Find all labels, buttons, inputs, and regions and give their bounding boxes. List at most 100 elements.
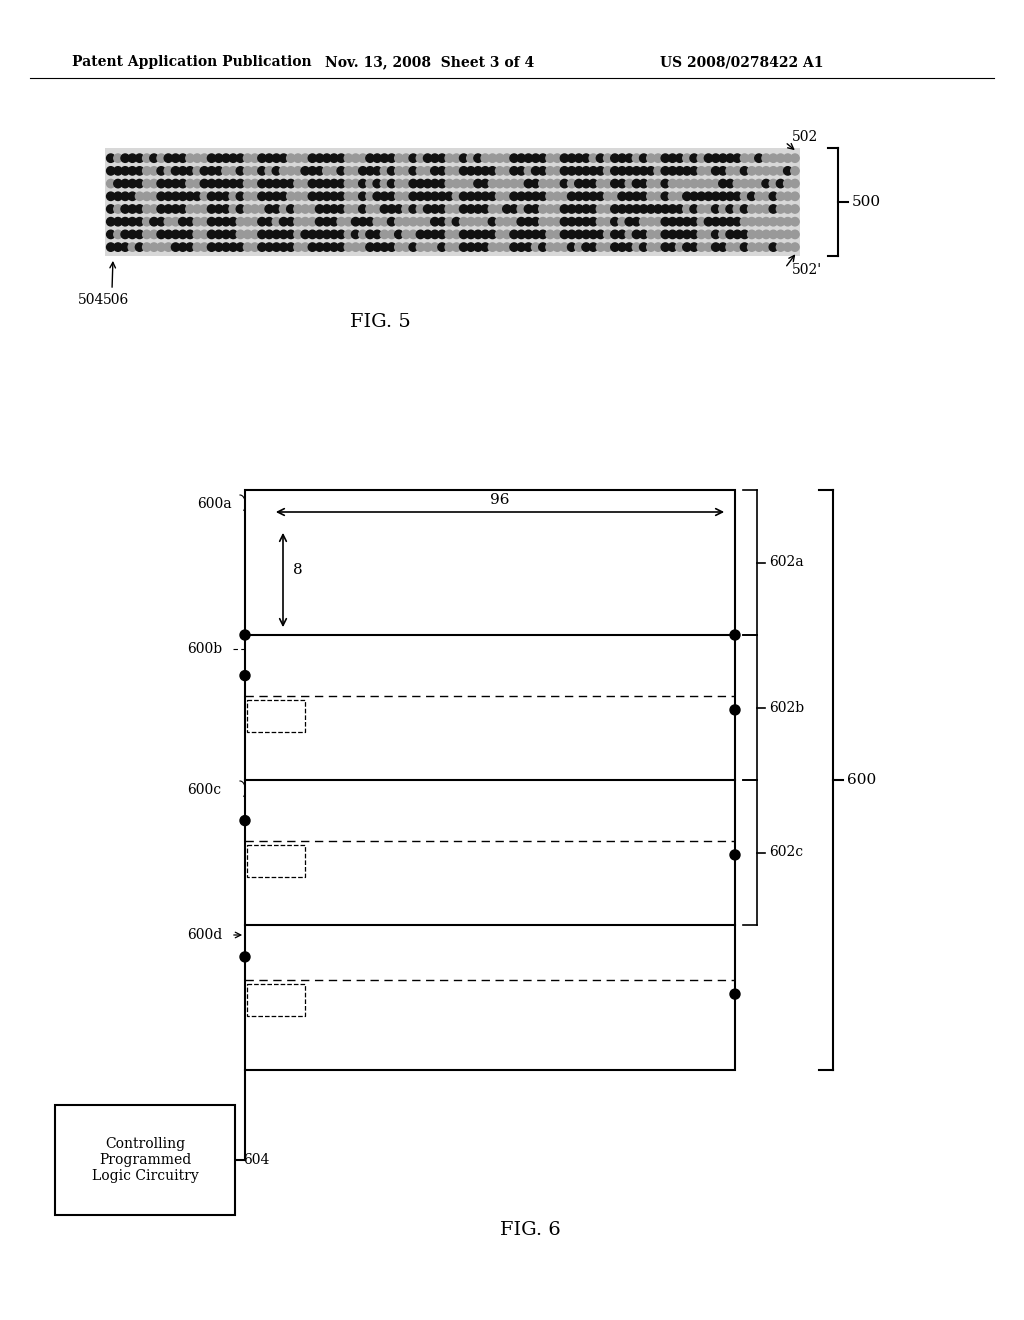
Circle shape — [740, 166, 749, 176]
Circle shape — [683, 166, 691, 176]
Circle shape — [791, 166, 799, 176]
Circle shape — [280, 230, 288, 239]
Circle shape — [229, 193, 238, 201]
Circle shape — [690, 180, 698, 187]
Circle shape — [142, 230, 151, 239]
Circle shape — [294, 205, 302, 214]
Circle shape — [135, 218, 143, 226]
Circle shape — [596, 193, 605, 201]
Circle shape — [424, 243, 432, 251]
Circle shape — [755, 205, 763, 214]
Circle shape — [330, 193, 338, 201]
Circle shape — [185, 193, 195, 201]
Circle shape — [200, 166, 209, 176]
Circle shape — [669, 193, 677, 201]
Circle shape — [157, 154, 166, 162]
Circle shape — [237, 180, 245, 187]
Circle shape — [617, 193, 627, 201]
Circle shape — [481, 166, 489, 176]
Circle shape — [740, 180, 749, 187]
Circle shape — [640, 218, 648, 226]
Circle shape — [200, 154, 209, 162]
Circle shape — [567, 154, 575, 162]
Circle shape — [229, 154, 238, 162]
Circle shape — [582, 243, 590, 251]
Circle shape — [114, 180, 122, 187]
Circle shape — [185, 230, 195, 239]
Circle shape — [315, 230, 324, 239]
Text: 600c: 600c — [187, 783, 221, 797]
Circle shape — [394, 193, 403, 201]
Circle shape — [258, 154, 266, 162]
Circle shape — [453, 205, 461, 214]
Circle shape — [215, 154, 223, 162]
Circle shape — [416, 218, 425, 226]
Circle shape — [610, 230, 620, 239]
Circle shape — [488, 218, 497, 226]
Circle shape — [394, 180, 403, 187]
Circle shape — [632, 218, 641, 226]
Circle shape — [157, 243, 166, 251]
Circle shape — [244, 154, 252, 162]
Circle shape — [791, 218, 799, 226]
Circle shape — [719, 243, 727, 251]
Circle shape — [164, 193, 173, 201]
Circle shape — [776, 205, 784, 214]
Circle shape — [157, 205, 166, 214]
Circle shape — [128, 218, 136, 226]
Circle shape — [287, 154, 295, 162]
Circle shape — [617, 166, 627, 176]
Circle shape — [783, 205, 792, 214]
Circle shape — [625, 205, 634, 214]
Circle shape — [150, 205, 158, 214]
Circle shape — [474, 166, 482, 176]
Text: 602c: 602c — [769, 846, 803, 859]
Circle shape — [215, 243, 223, 251]
Circle shape — [380, 243, 389, 251]
Circle shape — [401, 205, 411, 214]
Circle shape — [625, 218, 634, 226]
Circle shape — [481, 230, 489, 239]
Circle shape — [546, 218, 554, 226]
Circle shape — [431, 205, 439, 214]
Circle shape — [258, 243, 266, 251]
Circle shape — [776, 218, 784, 226]
Circle shape — [617, 243, 627, 251]
Circle shape — [625, 166, 634, 176]
Circle shape — [783, 180, 792, 187]
Circle shape — [762, 180, 770, 187]
Circle shape — [358, 205, 367, 214]
Circle shape — [726, 205, 734, 214]
Circle shape — [280, 193, 288, 201]
Circle shape — [481, 243, 489, 251]
Circle shape — [567, 180, 575, 187]
Circle shape — [401, 180, 411, 187]
Circle shape — [208, 243, 216, 251]
Circle shape — [222, 230, 230, 239]
Circle shape — [315, 205, 324, 214]
Circle shape — [496, 193, 504, 201]
Circle shape — [676, 166, 684, 176]
Circle shape — [394, 243, 403, 251]
Circle shape — [474, 243, 482, 251]
Circle shape — [171, 205, 180, 214]
Circle shape — [733, 180, 741, 187]
Circle shape — [748, 166, 756, 176]
Circle shape — [676, 243, 684, 251]
Circle shape — [625, 243, 634, 251]
Circle shape — [301, 243, 309, 251]
Circle shape — [114, 243, 122, 251]
Circle shape — [726, 166, 734, 176]
Circle shape — [438, 193, 446, 201]
Circle shape — [733, 166, 741, 176]
Circle shape — [351, 193, 359, 201]
Circle shape — [135, 193, 143, 201]
Circle shape — [351, 218, 359, 226]
Circle shape — [654, 180, 663, 187]
Circle shape — [171, 154, 180, 162]
Circle shape — [503, 205, 511, 214]
Circle shape — [344, 218, 352, 226]
Circle shape — [178, 205, 187, 214]
Text: 502': 502' — [792, 263, 822, 277]
Circle shape — [705, 218, 713, 226]
